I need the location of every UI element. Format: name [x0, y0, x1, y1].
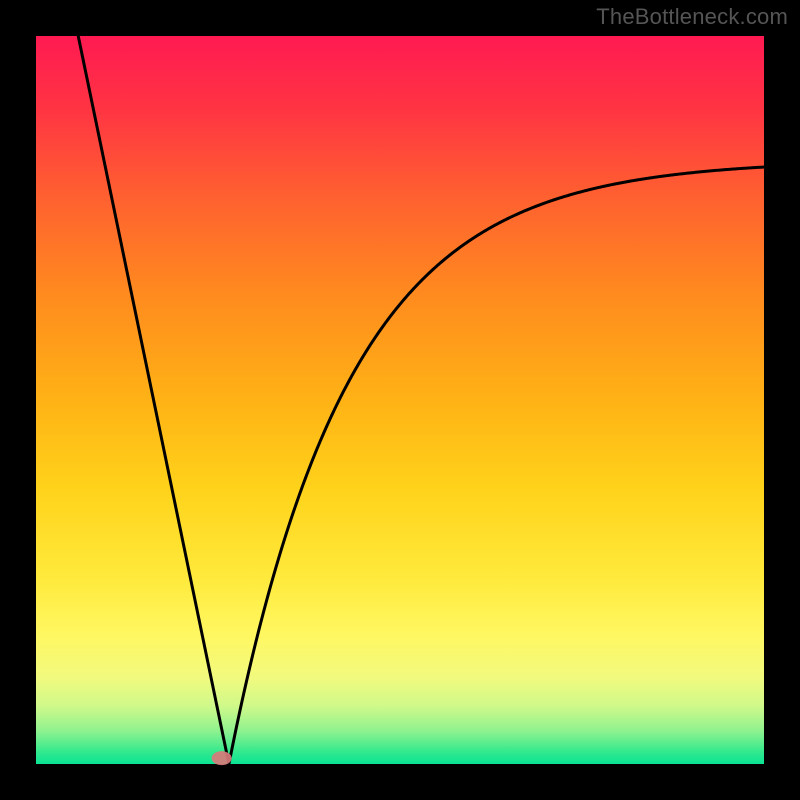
bottleneck-chart — [0, 0, 800, 800]
watermark-label: TheBottleneck.com — [596, 4, 788, 30]
vertex-marker — [212, 751, 232, 765]
chart-container: TheBottleneck.com — [0, 0, 800, 800]
plot-background — [36, 36, 764, 764]
